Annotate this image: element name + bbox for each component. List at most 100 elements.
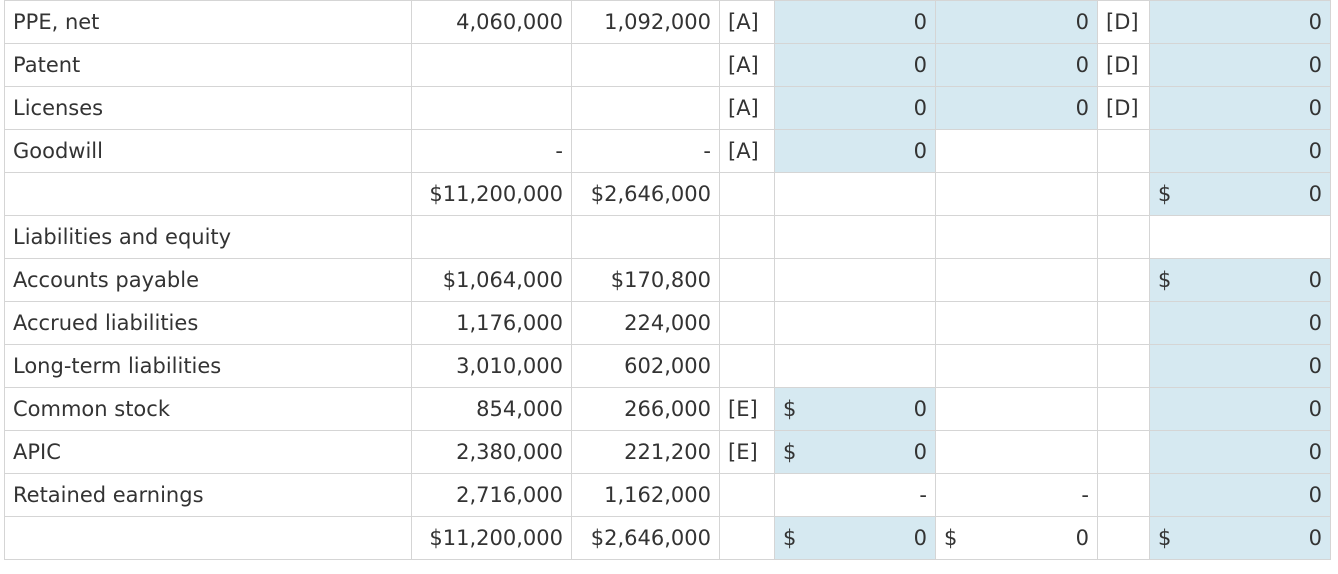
cell-value: 0 bbox=[1308, 10, 1322, 34]
adjustment-ref-tag bbox=[719, 516, 775, 560]
cell-value: 0 bbox=[1308, 53, 1322, 77]
consolidated-amount-cell[interactable]: 0 bbox=[1149, 387, 1331, 431]
credit-adjustment-cell bbox=[935, 430, 1098, 474]
adjustment-ref-tag bbox=[1097, 215, 1150, 259]
debit-adjustment-cell[interactable]: $0 bbox=[774, 430, 936, 474]
credit-adjustment-cell[interactable]: 0 bbox=[935, 86, 1098, 130]
adjustment-ref-tag bbox=[1097, 301, 1150, 345]
consolidated-amount-cell[interactable]: 0 bbox=[1149, 86, 1331, 130]
adjustment-ref-tag: [D] bbox=[1097, 43, 1150, 87]
row-label bbox=[4, 172, 412, 216]
row-label: Common stock bbox=[4, 387, 412, 431]
table-row: Patent [A] 0 0 [D] 0 bbox=[4, 43, 1331, 87]
cell-value: 0 bbox=[913, 397, 927, 421]
debit-adjustment-cell bbox=[774, 301, 936, 345]
consolidated-amount-cell[interactable]: $0 bbox=[1149, 258, 1331, 302]
currency-symbol: $ bbox=[1158, 182, 1172, 206]
cell-value: 0 bbox=[913, 440, 927, 464]
parent-amount: $1,064,000 bbox=[411, 258, 572, 302]
cell-value: 0 bbox=[1075, 526, 1089, 550]
subsidiary-amount: 1,162,000 bbox=[571, 473, 720, 517]
adjustment-ref-tag bbox=[719, 215, 775, 259]
adjustment-ref-tag bbox=[1097, 172, 1150, 216]
subsidiary-amount: $170,800 bbox=[571, 258, 720, 302]
currency-symbol: $ bbox=[944, 526, 958, 550]
subsidiary-amount: 1,092,000 bbox=[571, 0, 720, 44]
debit-adjustment-cell[interactable]: 0 bbox=[774, 0, 936, 44]
credit-adjustment-cell bbox=[935, 129, 1098, 173]
cell-value: - bbox=[1081, 483, 1089, 507]
adjustment-ref-tag bbox=[1097, 258, 1150, 302]
adjustment-ref-tag: [E] bbox=[719, 430, 775, 474]
cell-value: 0 bbox=[1308, 354, 1322, 378]
row-label bbox=[4, 516, 412, 560]
adjustment-ref-tag bbox=[1097, 473, 1150, 517]
cell-value: 0 bbox=[1308, 311, 1322, 335]
consolidated-amount-cell[interactable]: 0 bbox=[1149, 344, 1331, 388]
cell-value: 0 bbox=[1075, 53, 1089, 77]
cell-value: 0 bbox=[913, 10, 927, 34]
parent-amount: 2,716,000 bbox=[411, 473, 572, 517]
adjustment-ref-tag bbox=[719, 301, 775, 345]
debit-adjustment-cell bbox=[774, 215, 936, 259]
subsidiary-amount: 224,000 bbox=[571, 301, 720, 345]
row-label: Accounts payable bbox=[4, 258, 412, 302]
credit-adjustment-cell[interactable]: 0 bbox=[935, 0, 1098, 44]
credit-adjustment-cell bbox=[935, 258, 1098, 302]
subsidiary-amount: 266,000 bbox=[571, 387, 720, 431]
subsidiary-amount: - bbox=[571, 129, 720, 173]
cell-value: 0 bbox=[913, 139, 927, 163]
subsidiary-amount: $2,646,000 bbox=[571, 516, 720, 560]
consolidated-amount-cell[interactable]: 0 bbox=[1149, 473, 1331, 517]
credit-adjustment-cell[interactable]: 0 bbox=[935, 43, 1098, 87]
cell-value: 0 bbox=[913, 53, 927, 77]
parent-amount: 3,010,000 bbox=[411, 344, 572, 388]
consolidated-amount-cell[interactable]: 0 bbox=[1149, 301, 1331, 345]
parent-amount: 4,060,000 bbox=[411, 0, 572, 44]
adjustment-ref-tag: [A] bbox=[719, 86, 775, 130]
consolidated-amount-cell[interactable]: 0 bbox=[1149, 43, 1331, 87]
currency-symbol: $ bbox=[1158, 526, 1172, 550]
row-label: Patent bbox=[4, 43, 412, 87]
credit-adjustment-cell: $0 bbox=[935, 516, 1098, 560]
cell-value: 0 bbox=[1075, 96, 1089, 120]
table-row: Long-term liabilities 3,010,000 602,000 0 bbox=[4, 344, 1331, 388]
adjustment-ref-tag: [A] bbox=[719, 129, 775, 173]
consolidated-amount-cell[interactable]: 0 bbox=[1149, 129, 1331, 173]
parent-amount bbox=[411, 86, 572, 130]
adjustment-ref-tag bbox=[719, 344, 775, 388]
credit-adjustment-cell bbox=[935, 387, 1098, 431]
cell-value: 0 bbox=[1308, 483, 1322, 507]
debit-adjustment-cell[interactable]: $0 bbox=[774, 387, 936, 431]
consolidated-amount-cell bbox=[1149, 215, 1331, 259]
adjustment-ref-tag bbox=[1097, 516, 1150, 560]
parent-amount: 854,000 bbox=[411, 387, 572, 431]
subsidiary-amount bbox=[571, 43, 720, 87]
parent-amount bbox=[411, 43, 572, 87]
debit-adjustment-cell bbox=[774, 344, 936, 388]
parent-amount: $11,200,000 bbox=[411, 172, 572, 216]
subsidiary-amount: $2,646,000 bbox=[571, 172, 720, 216]
subsidiary-amount bbox=[571, 215, 720, 259]
table-row: Common stock 854,000 266,000 [E] $0 0 bbox=[4, 387, 1331, 431]
adjustment-ref-tag: [A] bbox=[719, 0, 775, 44]
table-row: Licenses [A] 0 0 [D] 0 bbox=[4, 86, 1331, 130]
consolidated-amount-cell[interactable]: $0 bbox=[1149, 172, 1331, 216]
row-label: APIC bbox=[4, 430, 412, 474]
parent-amount: - bbox=[411, 129, 572, 173]
debit-adjustment-cell[interactable]: $0 bbox=[774, 516, 936, 560]
subsidiary-amount bbox=[571, 86, 720, 130]
consolidated-amount-cell[interactable]: $0 bbox=[1149, 516, 1331, 560]
table-row: Goodwill - - [A] 0 0 bbox=[4, 129, 1331, 173]
consolidated-amount-cell[interactable]: 0 bbox=[1149, 430, 1331, 474]
currency-symbol: $ bbox=[783, 440, 797, 464]
table-row: Liabilities and equity bbox=[4, 215, 1331, 259]
debit-adjustment-cell[interactable]: 0 bbox=[774, 43, 936, 87]
debit-adjustment-cell[interactable]: 0 bbox=[774, 86, 936, 130]
table-row: Retained earnings 2,716,000 1,162,000 - - 0 bbox=[4, 473, 1331, 517]
currency-symbol: $ bbox=[783, 397, 797, 421]
adjustment-ref-tag bbox=[719, 172, 775, 216]
credit-adjustment-cell bbox=[935, 215, 1098, 259]
consolidated-amount-cell[interactable]: 0 bbox=[1149, 0, 1331, 44]
debit-adjustment-cell[interactable]: 0 bbox=[774, 129, 936, 173]
